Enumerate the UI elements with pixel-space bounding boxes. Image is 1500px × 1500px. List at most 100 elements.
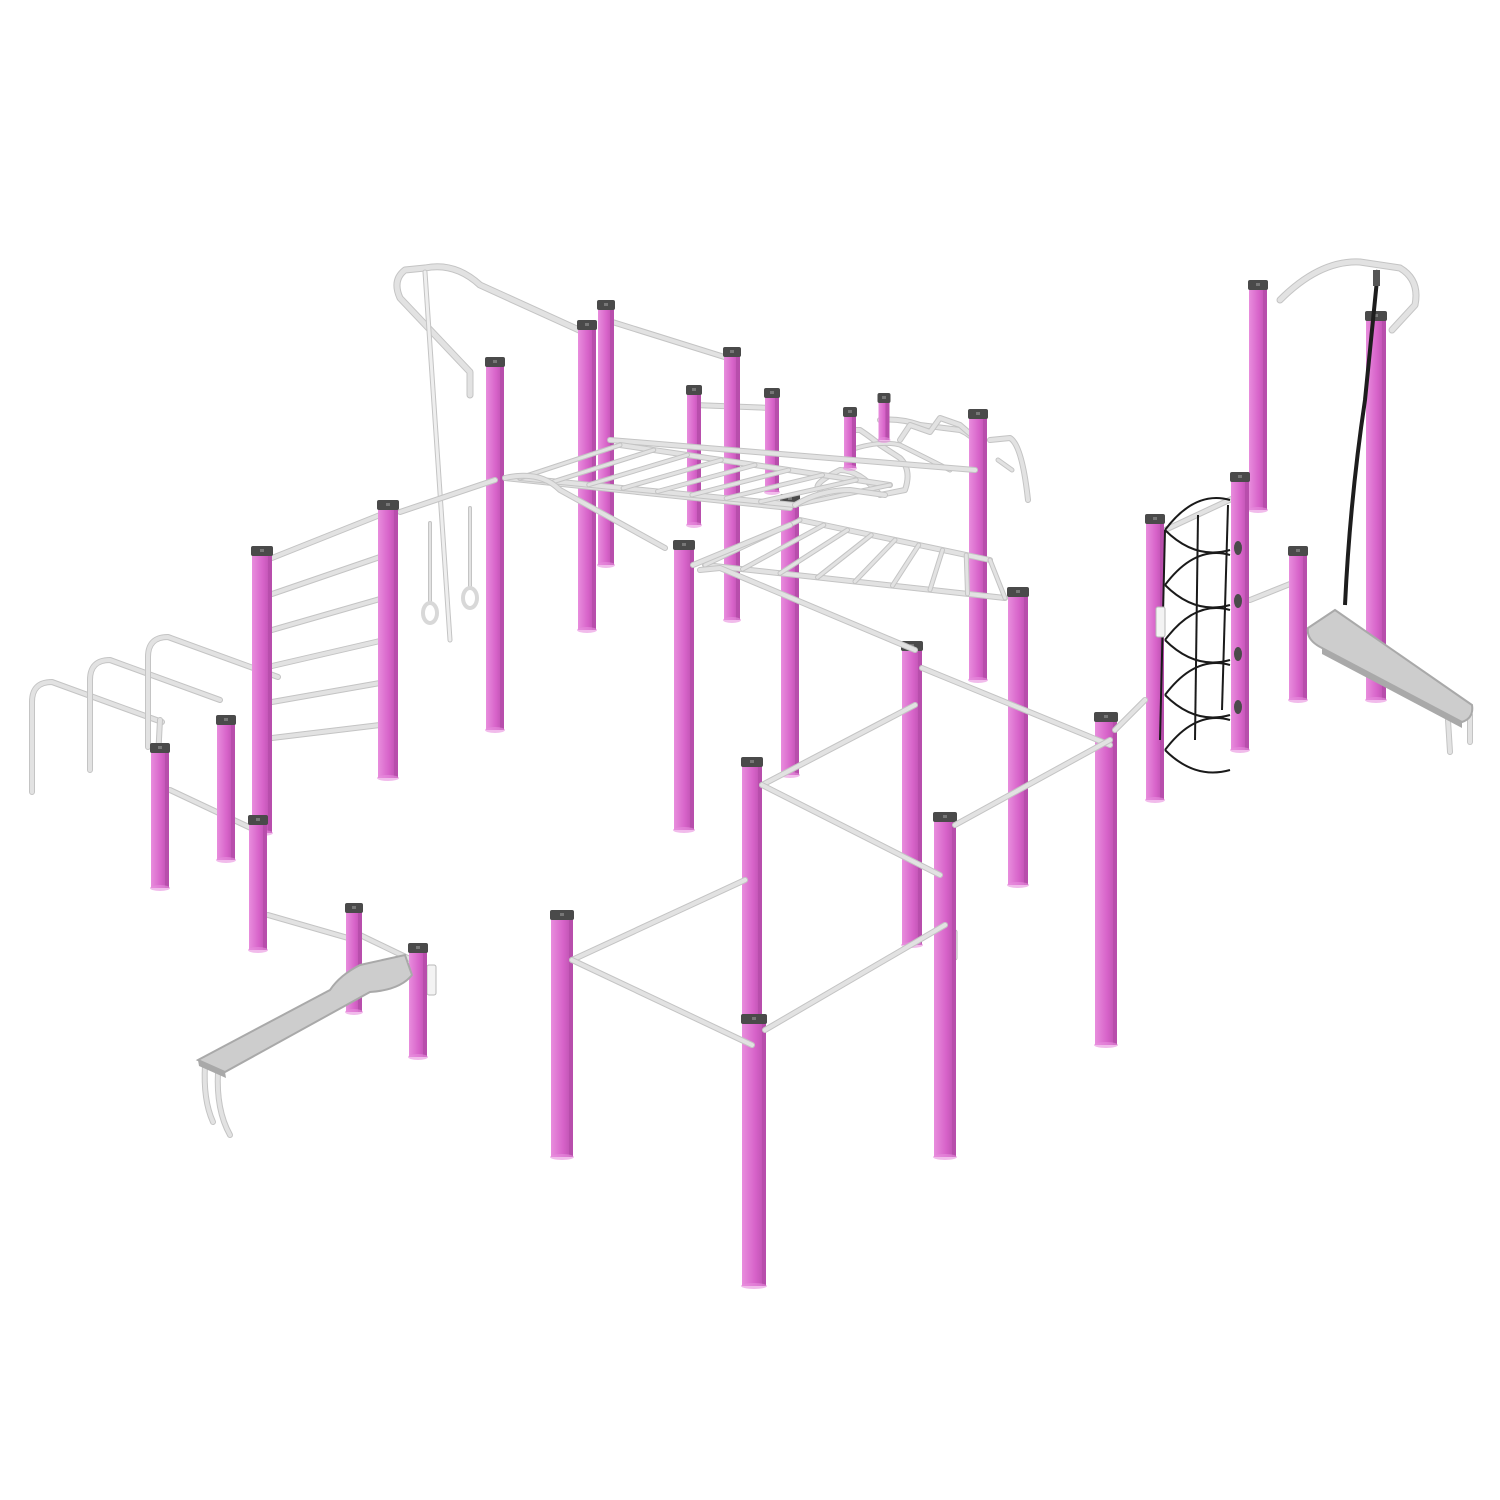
dip-bar-right-a (988, 436, 1030, 502)
post-foot (723, 617, 741, 623)
post-cap-bolt (682, 543, 686, 546)
instruction-plate-2 (426, 964, 437, 996)
dip-link-bar (168, 788, 257, 832)
post-edge (852, 412, 856, 468)
post-back-1 (577, 320, 597, 633)
monkey-bars-lower-rung-5 (891, 543, 921, 588)
posts-front-layer (150, 500, 1118, 1289)
wall-bar-rung-3 (270, 639, 382, 668)
monkey-bars-upper-rung-4 (656, 463, 757, 493)
post-body (409, 948, 427, 1057)
front-bar-h (763, 923, 947, 1032)
post-foot (150, 885, 170, 891)
post-body (1008, 592, 1028, 885)
net-bolt-1 (1234, 594, 1242, 608)
wall-bar-rung-1 (270, 555, 382, 596)
post-body (742, 762, 762, 1040)
post-cap-bolt (1256, 283, 1260, 286)
equipment-layer (155, 269, 1380, 996)
dip-frame-b (88, 658, 222, 772)
post-back-15 (901, 641, 923, 948)
monkey-bars-lower-rung-7 (964, 553, 969, 596)
rope-frame (1277, 259, 1419, 333)
post-body (486, 362, 504, 730)
twist-bar-c (848, 441, 952, 472)
incline-bench-right (1306, 608, 1474, 755)
post-front-10 (1094, 712, 1118, 1048)
monkey-bars-lower-rung-4 (853, 538, 897, 583)
post-cap-bolt (1238, 475, 1242, 478)
post-body (969, 414, 987, 680)
incline-bench-left-leg-1 (215, 1070, 232, 1137)
post-foot (550, 1154, 574, 1160)
post-edge (952, 817, 956, 1157)
post-edge (263, 820, 267, 950)
monkey-bars-lower-rung-6 (928, 548, 944, 592)
rope-frame-edge (1276, 258, 1420, 334)
post-cap-bolt (260, 549, 264, 552)
bench-link-bar (266, 913, 357, 942)
post-cap-bolt (788, 497, 792, 500)
post-foot (377, 775, 399, 781)
incline-bench-left-seat-edge (198, 1060, 226, 1078)
post-foot (597, 562, 615, 568)
rope-clamp (1373, 270, 1380, 286)
post-front-6 (408, 943, 428, 1060)
post-body (902, 646, 922, 945)
post-body (378, 505, 398, 778)
post-foot (1145, 797, 1165, 803)
incline-bench-right-leg-0 (1446, 718, 1452, 754)
monkey-bars-lower-rung-1 (741, 523, 826, 571)
post-edge (795, 499, 799, 775)
post-cap-bolt (692, 388, 696, 391)
post-cap-bolt (604, 303, 608, 306)
post-edge (610, 305, 614, 565)
monkey-bars-upper-rung-5 (690, 468, 791, 497)
post-front-3 (216, 715, 236, 863)
post-body (1249, 285, 1267, 510)
post-cap-bolt (1374, 314, 1378, 317)
post-front-4 (248, 815, 268, 953)
wall-bar-rung-2 (270, 597, 382, 632)
post-foot (877, 437, 891, 443)
post-foot (485, 727, 505, 733)
post-body (878, 398, 890, 440)
post-cap-bolt (1296, 549, 1300, 552)
benches-layer (195, 608, 1474, 1138)
post-back-5 (764, 388, 780, 495)
post-body (249, 820, 267, 950)
monkey-bars-lower-rung-3 (816, 533, 873, 579)
post-edge (592, 325, 596, 630)
post-foot (1007, 882, 1029, 888)
rings-bar (398, 478, 497, 514)
post-edge (1382, 316, 1386, 700)
post-foot (843, 465, 857, 471)
post-edge (983, 414, 987, 680)
post-cap-bolt (224, 718, 228, 721)
wall-bar-rung-0 (270, 513, 382, 560)
wall-bar-rung-4 (270, 681, 382, 704)
post-edge (775, 393, 779, 492)
post-foot (216, 857, 236, 863)
monkey-rail-front (698, 566, 917, 652)
post-cap-bolt (416, 946, 420, 949)
post-edge (1303, 551, 1307, 700)
bars-mid-layer (32, 440, 1008, 963)
post-foot (1230, 747, 1250, 753)
post-body (1095, 717, 1117, 1045)
pullup-bar-back (604, 318, 736, 362)
post-back-14 (1007, 587, 1029, 888)
incline-bench-left (195, 953, 414, 1138)
post-cap-bolt (158, 746, 162, 749)
post-front-12 (741, 1014, 767, 1289)
dip-bar-right-b (996, 458, 1014, 472)
post-edge (1113, 717, 1117, 1045)
post-cap-bolt (386, 503, 390, 506)
post-edge (394, 505, 398, 778)
front-bar-e (953, 738, 1112, 827)
post-foot (1094, 1042, 1118, 1048)
monkey-bars-upper-rung-2 (587, 453, 689, 487)
post-foot (1248, 507, 1268, 513)
incline-bench-right-seat-edge (1322, 648, 1462, 728)
